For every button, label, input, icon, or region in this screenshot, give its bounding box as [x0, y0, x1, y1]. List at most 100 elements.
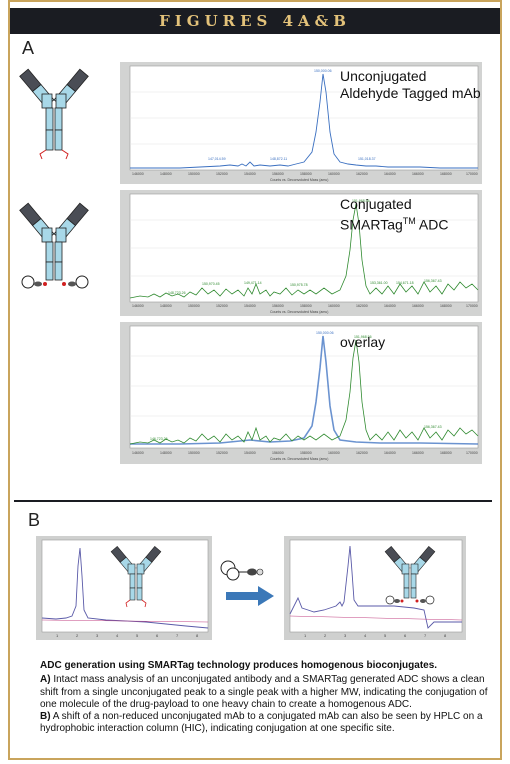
svg-text:156,367.43: 156,367.43 [424, 425, 442, 429]
svg-text:164000: 164000 [384, 451, 396, 455]
svg-text:168000: 168000 [440, 304, 452, 308]
panel-b-label: B [28, 510, 41, 530]
svg-text:146000: 146000 [132, 451, 144, 455]
svg-text:152000: 152000 [216, 304, 228, 308]
hplc-conjugated-plot: 1 2 3 4 5 6 7 8 [289, 539, 463, 638]
svg-text:1: 1 [304, 633, 307, 638]
svg-text:2: 2 [76, 633, 79, 638]
spectrum-conjugated-plot: 151,968.56 148,723.26 150,970.45 149,471… [129, 193, 479, 314]
svg-text:3: 3 [344, 633, 347, 638]
svg-text:166000: 166000 [412, 451, 424, 455]
svg-text:146000: 146000 [132, 304, 144, 308]
svg-text:166000: 166000 [412, 172, 424, 176]
svg-text:8: 8 [196, 633, 199, 638]
svg-text:150000: 150000 [188, 172, 200, 176]
panel-a-label: A [22, 38, 35, 58]
svg-text:162000: 162000 [356, 172, 368, 176]
svg-text:148,723.26: 148,723.26 [168, 291, 186, 295]
svg-text:147,014.59: 147,014.59 [208, 157, 226, 161]
svg-text:154,671.18: 154,671.18 [396, 281, 414, 285]
svg-text:150,975.78: 150,975.78 [290, 283, 308, 287]
antibody-hplc-conjugated-icon [384, 546, 436, 605]
svg-text:170000: 170000 [466, 172, 478, 176]
svg-text:148,872.11: 148,872.11 [270, 157, 287, 161]
caption-part-a: A) Intact mass analysis of an unconjugat… [40, 674, 488, 710]
figure-caption: ADC generation using SMARTag technology … [40, 660, 490, 736]
svg-text:154000: 154000 [244, 451, 256, 455]
svg-text:Counts vs. Deconvoluted Mass (: Counts vs. Deconvoluted Mass (amu) [270, 457, 328, 461]
svg-text:2: 2 [324, 633, 327, 638]
svg-text:3: 3 [96, 633, 99, 638]
svg-text:156000: 156000 [272, 451, 284, 455]
svg-text:151,968.56: 151,968.56 [354, 335, 372, 339]
svg-text:150000: 150000 [188, 304, 200, 308]
svg-text:148000: 148000 [160, 304, 172, 308]
svg-text:146000: 146000 [132, 172, 144, 176]
svg-text:151,018.37: 151,018.37 [358, 157, 376, 161]
svg-text:7: 7 [176, 633, 179, 638]
spectrum-conjugated: 151,968.56 148,723.26 150,970.45 149,471… [120, 190, 482, 316]
svg-text:152000: 152000 [216, 451, 228, 455]
antibody-conjugated-icon [19, 202, 89, 289]
x-tick-labels: 146000 148000 150000 152000 154000 15600… [132, 172, 478, 176]
spectrum-overlay: 151,968.56 146,723.26 156,367.43 150,000… [120, 322, 482, 464]
svg-text:6: 6 [156, 633, 159, 638]
svg-text:153,361.00: 153,361.00 [370, 281, 388, 285]
svg-text:156000: 156000 [272, 172, 284, 176]
spectrum-2-title: Conjugated SMARTagTM ADC [340, 196, 449, 233]
svg-text:148000: 148000 [160, 172, 172, 176]
svg-text:150,000.06: 150,000.06 [314, 69, 332, 73]
svg-text:150000: 150000 [188, 451, 200, 455]
hplc-unconjugated: 1 2 3 4 5 6 7 8 [36, 536, 212, 640]
spectrum-1-title: Unconjugated Aldehyde Tagged mAb [340, 68, 481, 101]
svg-text:166000: 166000 [412, 304, 424, 308]
svg-text:7: 7 [424, 633, 427, 638]
svg-text:164000: 164000 [384, 304, 396, 308]
svg-text:5: 5 [136, 633, 139, 638]
svg-text:158000: 158000 [300, 451, 312, 455]
spectrum-unconjugated: 150,000.06 148,872.11 147,014.59 151,018… [120, 62, 482, 184]
svg-text:152000: 152000 [216, 172, 228, 176]
svg-text:6: 6 [404, 633, 407, 638]
svg-text:156000: 156000 [272, 304, 284, 308]
svg-text:158000: 158000 [300, 172, 312, 176]
panel-divider [14, 500, 492, 502]
svg-text:168000: 168000 [440, 451, 452, 455]
svg-text:146,723.26: 146,723.26 [150, 437, 168, 441]
spectrum-unconjugated-plot: 150,000.06 148,872.11 147,014.59 151,018… [129, 65, 479, 182]
svg-text:150,970.45: 150,970.45 [202, 282, 220, 286]
caption-part-b: B) A shift of a non-reduced unconjugated… [40, 711, 483, 735]
antibody-hplc-unconjugated-icon [110, 546, 162, 608]
x-axis-label: Counts vs. Deconvoluted Mass (amu) [270, 178, 328, 182]
svg-text:168000: 168000 [440, 172, 452, 176]
svg-text:170000: 170000 [466, 451, 478, 455]
svg-text:151,968.56: 151,968.56 [352, 199, 370, 203]
svg-text:160000: 160000 [328, 451, 340, 455]
antibody-unconjugated-icon [19, 68, 89, 160]
svg-text:162000: 162000 [356, 451, 368, 455]
spectrum-overlay-plot: 151,968.56 146,723.26 156,367.43 150,000… [129, 325, 479, 461]
svg-text:4: 4 [364, 633, 367, 638]
svg-text:150,000.06: 150,000.06 [316, 331, 334, 335]
svg-text:154000: 154000 [244, 304, 256, 308]
svg-text:149,471.14: 149,471.14 [244, 281, 262, 285]
svg-text:1: 1 [56, 633, 59, 638]
svg-text:Counts vs. Deconvoluted Mass (: Counts vs. Deconvoluted Mass (amu) [270, 310, 328, 314]
svg-text:5: 5 [384, 633, 387, 638]
svg-text:170000: 170000 [466, 304, 478, 308]
svg-text:4: 4 [116, 633, 119, 638]
svg-text:160000: 160000 [328, 304, 340, 308]
conjugation-arrow-icon [220, 560, 274, 606]
svg-text:8: 8 [444, 633, 447, 638]
svg-text:162000: 162000 [356, 304, 368, 308]
caption-headline: ADC generation using SMARTag technology … [40, 660, 438, 671]
svg-text:156,367.43: 156,367.43 [424, 279, 442, 283]
svg-text:148000: 148000 [160, 451, 172, 455]
svg-text:164000: 164000 [384, 172, 396, 176]
hplc-conjugated: 1 2 3 4 5 6 7 8 [284, 536, 466, 640]
figure-header: FIGURES 4A&B [10, 8, 500, 34]
svg-text:158000: 158000 [300, 304, 312, 308]
svg-text:154000: 154000 [244, 172, 256, 176]
spectrum-3-title: overlay [340, 334, 386, 350]
svg-text:160000: 160000 [328, 172, 340, 176]
